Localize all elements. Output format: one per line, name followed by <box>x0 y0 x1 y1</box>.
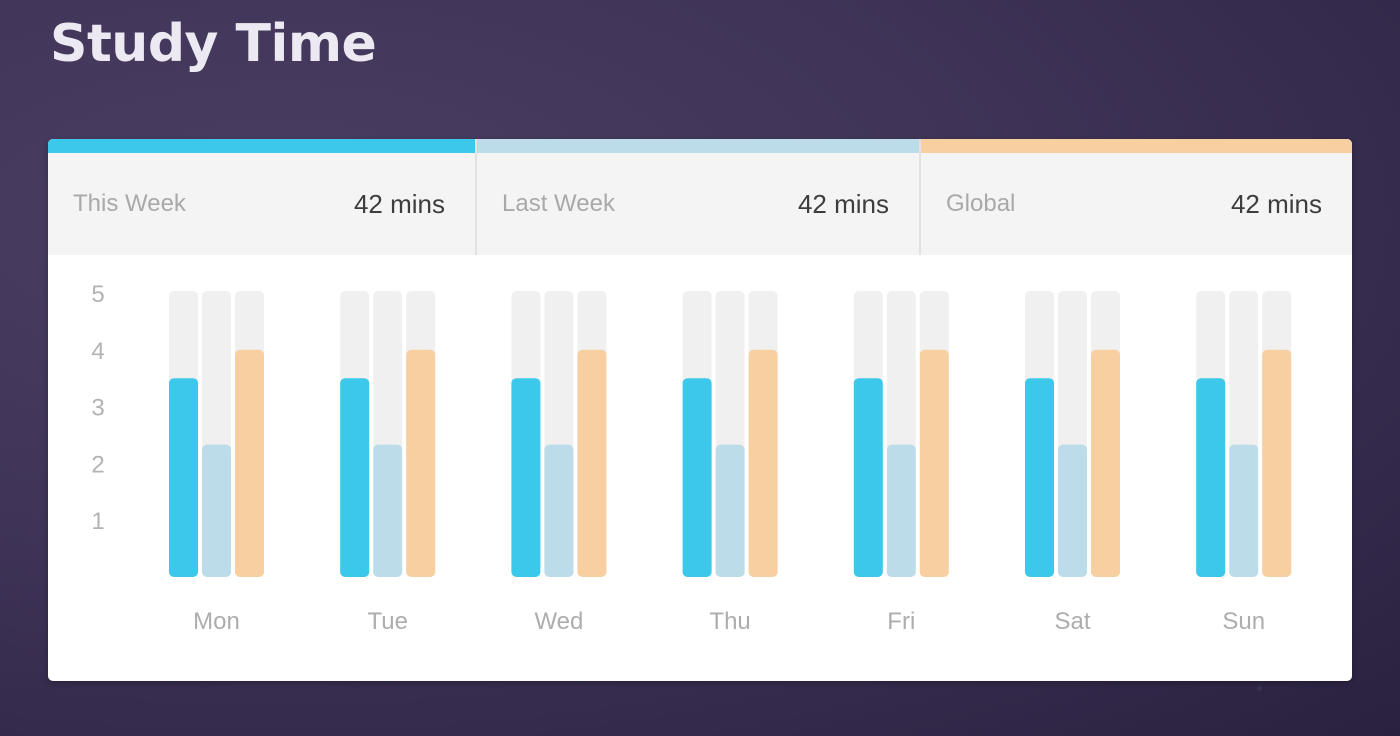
bar <box>235 349 264 577</box>
y-tick-label: 1 <box>91 508 104 535</box>
stat-accent-bar <box>48 139 475 153</box>
bar <box>577 349 607 577</box>
bar <box>1091 349 1120 577</box>
bar <box>1262 349 1292 577</box>
stat-accent-bar <box>921 139 1352 153</box>
x-tick-label: Mon <box>193 608 240 635</box>
bar <box>544 444 574 577</box>
bar <box>853 378 883 577</box>
page-title: Study Time <box>50 14 377 74</box>
x-tick-label: Sat <box>1054 608 1090 635</box>
bar <box>202 444 231 577</box>
x-tick-label: Sun <box>1222 608 1265 635</box>
y-tick-label: 4 <box>91 338 104 365</box>
x-tick-label: Tue <box>367 608 407 635</box>
stat-label: Global <box>946 190 1016 217</box>
bar <box>169 378 198 577</box>
stat-global[interactable]: Global 42 mins <box>919 139 1352 255</box>
y-tick-label: 2 <box>91 451 104 478</box>
bar <box>1058 444 1087 577</box>
bar <box>1025 378 1054 577</box>
x-tick-label: Fri <box>887 608 915 635</box>
bar <box>1196 378 1226 577</box>
bar <box>1229 444 1259 577</box>
bar <box>886 444 916 577</box>
stats-row: This Week 42 mins Last Week 42 mins Glob… <box>48 139 1352 255</box>
y-tick-label: 5 <box>91 281 104 308</box>
bar <box>406 349 436 577</box>
bar <box>511 378 541 577</box>
stat-accent-bar <box>477 139 919 153</box>
decorative-dot <box>1257 686 1262 691</box>
bar <box>715 444 745 577</box>
bar <box>340 378 370 577</box>
bar <box>373 444 403 577</box>
x-tick-label: Thu <box>709 608 750 635</box>
stat-label: Last Week <box>502 190 615 217</box>
bar-chart: 1 2 3 4 5 Mon Tue Wed Thu Fri Sat Sun <box>91 281 1292 635</box>
x-tick-label: Wed <box>534 608 583 635</box>
stat-last-week[interactable]: Last Week 42 mins <box>475 139 919 255</box>
stat-value: 42 mins <box>1230 189 1322 219</box>
stat-value: 42 mins <box>797 189 889 219</box>
stat-this-week[interactable]: This Week 42 mins <box>48 139 475 255</box>
stat-label: This Week <box>73 190 186 217</box>
y-tick-label: 3 <box>91 395 104 422</box>
bar <box>682 378 712 577</box>
stat-value: 42 mins <box>353 189 445 219</box>
study-time-card: This Week 42 mins Last Week 42 mins Glob… <box>48 139 1352 681</box>
bar <box>919 349 949 577</box>
bar <box>748 349 778 577</box>
